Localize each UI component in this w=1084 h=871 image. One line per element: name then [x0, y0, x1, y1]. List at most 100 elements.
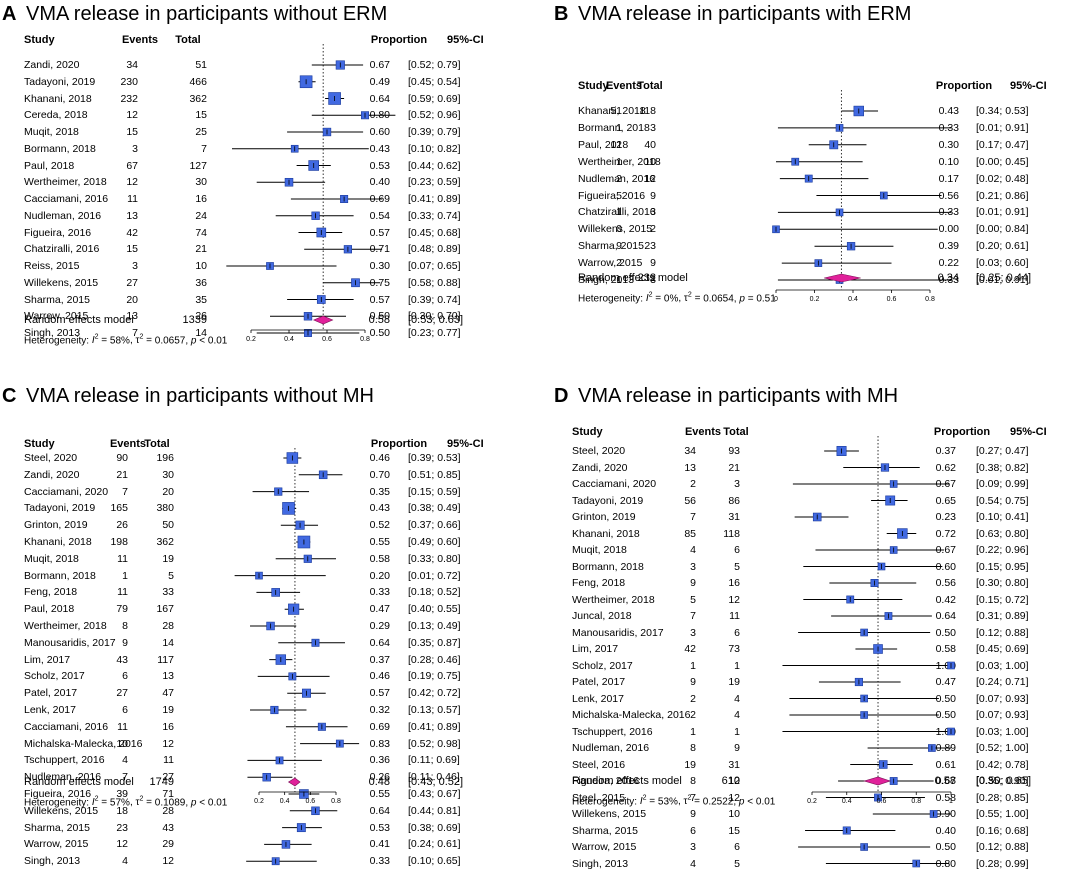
- heterogeneity-prefix: Heterogeneity:: [24, 797, 92, 809]
- table-row: Sharma, 2015 23 43 0.53 [0.38; 0.69]: [0, 821, 542, 835]
- ci-value: [0.44; 0.81]: [408, 804, 461, 817]
- table-row: Khanani, 2018 85 118 0.72 [0.63; 0.80]: [542, 527, 1084, 541]
- proportion-value: 0.29: [369, 620, 390, 632]
- table-row: Steel, 2016 19 31 0.61 [0.42; 0.78]: [542, 758, 1084, 772]
- study-name: Paul, 2018: [578, 138, 629, 151]
- x-tick-label: 0.2: [810, 296, 820, 303]
- study-name: Steel, 2015: [572, 791, 626, 804]
- table-row: Scholz, 2017 6 13 0.46 [0.19; 0.75]: [0, 669, 542, 683]
- ci-value: [0.52; 1.00]: [976, 742, 1029, 754]
- proportion-value: 0.36: [369, 754, 390, 767]
- table-row: Steel, 2020 90 196 0.46 [0.39; 0.53]: [0, 451, 542, 465]
- ci-value: [0.39; 0.79]: [408, 126, 461, 138]
- study-name: Feng, 2018: [24, 586, 78, 599]
- total-count: 16: [195, 193, 207, 205]
- study-name: Tadayoni, 2019: [24, 502, 96, 515]
- panel-label: D: [554, 385, 569, 407]
- study-name: Lim, 2017: [24, 653, 71, 666]
- events-count: 2: [616, 172, 622, 185]
- events-count: 26: [116, 519, 128, 532]
- x-tick-label: 0.2: [246, 336, 256, 343]
- column-header-events: Events: [121, 34, 159, 46]
- study-name: Scholz, 2017: [24, 670, 85, 683]
- ci-value: [0.19; 0.75]: [408, 670, 461, 683]
- total-count: 73: [728, 643, 740, 655]
- total-count: 362: [156, 536, 174, 548]
- total-count: 29: [162, 838, 174, 851]
- table-row: Feng, 2018 11 33 0.33 [0.18; 0.52]: [0, 585, 542, 599]
- study-name: Reiss, 2015: [24, 260, 80, 272]
- random-effects-row: Random effects model 610 0.58 [0.50; 0.65]: [542, 774, 1084, 788]
- events-count: 85: [684, 527, 696, 540]
- ci-value: [0.10; 0.41]: [976, 511, 1029, 523]
- events-count: 90: [116, 452, 128, 464]
- events-count: 34: [126, 59, 138, 71]
- events-count: 1: [616, 155, 622, 168]
- table-row: Bormann, 2018 3 7 0.43 [0.10; 0.82]: [0, 142, 542, 156]
- total-count: 5: [168, 569, 174, 582]
- table-row: Zandi, 2020 13 21 0.62 [0.38; 0.82]: [542, 461, 1084, 475]
- events-count: 7: [122, 485, 128, 498]
- events-count: 3: [132, 142, 138, 155]
- i2-value: 53%: [657, 796, 678, 808]
- events-count: 1: [616, 274, 622, 286]
- p-label: , p =: [733, 293, 757, 305]
- table-row: Zandi, 2020 21 30 0.70 [0.51; 0.85]: [0, 468, 542, 482]
- pooled-total: 610: [721, 775, 740, 787]
- events-count: 1: [616, 206, 622, 219]
- proportion-value: 0.69: [369, 720, 390, 733]
- study-name: Tadayoni, 2019: [24, 75, 96, 88]
- table-row: Steel, 2020 34 93 0.37 [0.27; 0.47]: [542, 444, 1084, 458]
- proportion-value: 0.64: [369, 804, 390, 817]
- proportion-value: 0.20: [369, 569, 390, 582]
- study-name: Nudleman, 2016: [572, 742, 650, 754]
- events-count: 3: [132, 260, 138, 272]
- ci-value: [0.11; 0.69]: [408, 754, 460, 767]
- total-count: 12: [728, 593, 740, 606]
- total-count: 5: [734, 560, 740, 573]
- x-tick-label: 0.4: [284, 336, 294, 343]
- study-name: Steel, 2020: [24, 452, 78, 464]
- ci-value: [0.41; 0.89]: [408, 193, 461, 205]
- ci-value: [0.45; 0.69]: [976, 643, 1029, 655]
- events-count: 10: [116, 737, 128, 750]
- table-row: Willekens, 2015 0 2 0.00 [0.00; 0.84]: [542, 222, 1084, 236]
- ci-value: [0.03; 1.00]: [976, 659, 1029, 672]
- x-tick-label: 0.8: [360, 336, 370, 343]
- proportion-value: 0.26: [369, 771, 390, 784]
- events-count: 232: [120, 92, 138, 105]
- study-name: Nudleman, 2016: [24, 209, 102, 222]
- x-tick-label: 0.4: [848, 296, 858, 303]
- study-name: Cacciamani, 2020: [572, 478, 657, 490]
- x-tick-label: 0.2: [254, 798, 264, 805]
- events-count: 13: [126, 310, 138, 323]
- total-count: 12: [162, 737, 174, 750]
- heterogeneity-prefix: Heterogeneity:: [578, 293, 646, 305]
- panel-label: C: [2, 385, 17, 407]
- study-name: Willekens, 2015: [578, 223, 653, 236]
- x-tick-label: 0.6: [305, 798, 315, 805]
- panel-title: VMA release in participants without ERM: [26, 3, 388, 25]
- i2-label: I2 =: [639, 795, 658, 808]
- table-row: Manousaridis, 2017 9 14 0.64 [0.35; 0.87]: [0, 636, 542, 650]
- study-name: Muqit, 2018: [24, 126, 79, 138]
- table-row: Michalska-Malecka, 2016 2 4 0.50 [0.07; 0.93…: [542, 708, 1084, 722]
- study-name: Michalska-Malecka, 2016: [572, 709, 691, 721]
- proportion-value: 0.50: [935, 626, 956, 639]
- table-row: Zandi, 2020 34 51 0.67 [0.52; 0.79]: [0, 58, 542, 72]
- total-count: 47: [162, 687, 174, 700]
- random-effects-label: Random effects model: [24, 314, 134, 326]
- table-row: Cacciamani, 2016 11 16 0.69 [0.41; 0.89]: [0, 720, 542, 734]
- ci-value: [0.35; 0.90]: [976, 775, 1029, 787]
- events-count: 12: [126, 176, 138, 189]
- forest-plot: 0.2 0.4 0.6 0.8: [226, 44, 396, 343]
- events-count: 5: [690, 593, 696, 606]
- column-header-study: Study: [24, 438, 55, 450]
- ci-value: [0.40; 0.55]: [408, 603, 461, 616]
- total-count: 10: [195, 260, 207, 272]
- events-count: 4: [122, 855, 128, 868]
- total-count: 4: [734, 709, 740, 721]
- study-name: Bormann, 2018: [578, 121, 650, 134]
- study-name: Grinton, 2019: [572, 511, 636, 523]
- study-name: Warrow, 2015: [578, 257, 643, 270]
